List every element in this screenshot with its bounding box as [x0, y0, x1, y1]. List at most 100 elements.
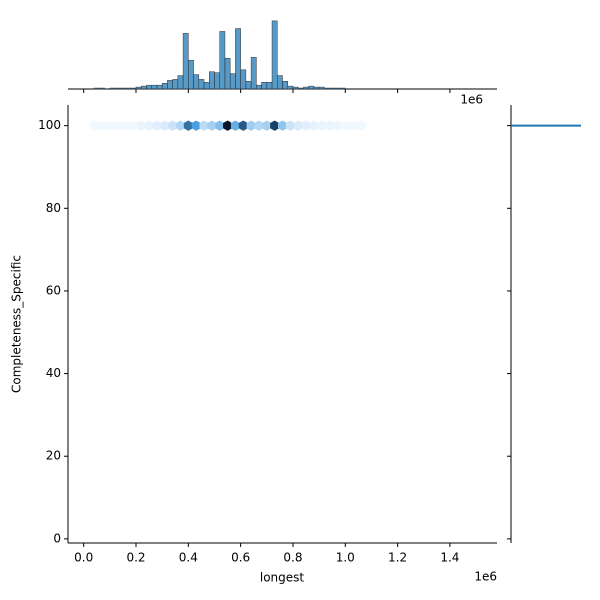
y-axis-label: Completeness_Specific — [10, 255, 24, 393]
y-tick-label: 20 — [46, 449, 61, 463]
hexbin-cell — [105, 120, 115, 131]
histogram-bar — [120, 87, 126, 90]
hexbin-cell — [230, 120, 240, 131]
histogram-bar — [167, 80, 173, 90]
y-tick-label: 100 — [38, 118, 61, 132]
x-tick-label: 0.4 — [179, 551, 198, 565]
hexbin-cell — [191, 120, 201, 131]
hexbin-cell — [215, 120, 225, 131]
y-tick-label: 80 — [46, 201, 61, 215]
hexbin-cell — [325, 120, 335, 131]
hexbin-cell — [144, 120, 154, 131]
histogram-bar — [172, 79, 179, 90]
hexbin-cell — [285, 120, 295, 131]
x-tick-label: 1.4 — [440, 551, 459, 565]
histogram-bar — [130, 87, 137, 90]
histogram-bar — [292, 86, 299, 90]
hexbin-cell — [160, 120, 170, 131]
hexbin-cell — [121, 120, 131, 131]
histogram-bar — [256, 84, 262, 90]
y-tick-label: 40 — [46, 366, 61, 380]
hexbin-cell — [309, 120, 319, 131]
hexbin-cell — [207, 120, 217, 131]
hexbin-cell — [238, 120, 248, 131]
hexbin-cell — [332, 120, 342, 131]
hexbin-cell — [223, 120, 233, 131]
hexbin-cell — [246, 120, 256, 131]
histogram-bar — [219, 31, 226, 90]
x-tick-label: 0.2 — [126, 551, 145, 565]
histogram-bar — [182, 33, 189, 90]
histogram-bar — [329, 87, 336, 90]
histogram-bar — [334, 87, 341, 90]
x-axis-label: longest — [260, 571, 305, 585]
x-tick-label: 0.0 — [74, 551, 93, 565]
histogram-bar — [224, 58, 231, 90]
histogram-bar — [324, 87, 330, 90]
histogram-bar — [99, 87, 105, 90]
hexbin-cell — [97, 120, 107, 131]
histogram-bar — [188, 59, 194, 90]
hexbin-cell — [168, 120, 178, 131]
histogram-bar — [214, 72, 220, 90]
histogram-bar — [297, 87, 304, 90]
histogram-bar — [277, 75, 283, 90]
y-tick-label: 60 — [46, 283, 61, 297]
hexbin-cell — [136, 120, 146, 131]
histogram-bar — [125, 87, 132, 90]
histogram-bar — [282, 81, 288, 90]
histogram-bar — [271, 20, 278, 90]
hexbin-cell — [89, 120, 99, 131]
hexbin-cell — [356, 120, 366, 131]
x-tick-label: 1.2 — [388, 551, 407, 565]
histogram-bar — [156, 84, 163, 90]
hexbin-cell — [293, 120, 303, 131]
hexbin-cell — [175, 120, 185, 131]
histogram-bar — [229, 73, 236, 90]
histogram-bar — [240, 69, 247, 90]
x-tick-label: 0.8 — [283, 551, 302, 565]
hexbin-cell — [348, 120, 358, 131]
hexbin-cell — [262, 120, 272, 131]
histogram-bar — [261, 82, 268, 90]
hexbin-cell — [128, 120, 138, 131]
histogram-bar — [245, 81, 252, 90]
histogram-bar — [303, 86, 309, 90]
histogram-bar — [151, 84, 158, 90]
histogram-bar — [177, 75, 184, 90]
histogram-bar — [235, 28, 241, 90]
histogram-bar — [109, 87, 116, 90]
hexbin-cell — [301, 120, 311, 131]
histogram-bar — [250, 57, 257, 90]
x-tick-label: 0.6 — [231, 551, 250, 565]
hexbin-cell — [278, 120, 287, 131]
x-tick-label: 1.0 — [336, 551, 355, 565]
histogram-bar — [313, 86, 320, 90]
histogram-bar — [318, 86, 325, 90]
y-tick-label: 0 — [53, 531, 61, 545]
hexbin-cell — [317, 120, 327, 131]
histogram-bar — [93, 87, 100, 90]
histogram-bar — [146, 84, 152, 90]
hexbin-cell — [183, 120, 193, 131]
histogram-bar — [339, 87, 346, 90]
histogram-bar — [140, 85, 147, 90]
hexbin-cell — [152, 120, 162, 131]
histogram-bar — [114, 87, 121, 90]
x-offset-top: 1e6 — [460, 93, 483, 107]
histogram-bar — [209, 71, 215, 90]
histogram-bar — [198, 79, 205, 90]
histogram-bar — [287, 85, 294, 90]
x-offset: 1e6 — [474, 570, 497, 584]
histogram-bar — [308, 85, 315, 90]
histogram-bar — [193, 74, 200, 90]
hexbin-cell — [113, 120, 123, 131]
histogram-bar — [161, 82, 168, 90]
histogram-bar — [135, 86, 142, 90]
hexbin-cell — [340, 120, 350, 131]
hexbin-cell — [270, 120, 280, 131]
hexbin-cell — [254, 120, 264, 131]
histogram-bar — [266, 82, 273, 90]
